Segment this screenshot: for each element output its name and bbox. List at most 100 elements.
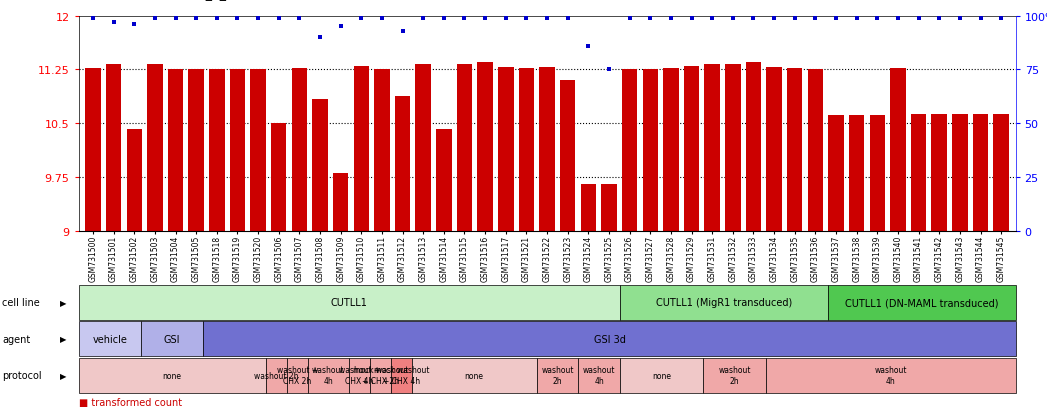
Text: CUTLL1 (DN-MAML transduced): CUTLL1 (DN-MAML transduced)	[845, 297, 999, 308]
Bar	[849, 115, 865, 231]
Text: washout
2h: washout 2h	[718, 366, 751, 385]
Bar	[622, 70, 638, 231]
Point	[476, 15, 493, 22]
Bar	[85, 69, 101, 231]
Point	[250, 15, 267, 22]
Point	[972, 15, 988, 22]
Point	[601, 67, 618, 74]
Point	[168, 15, 184, 22]
Text: CUTLL1: CUTLL1	[331, 297, 367, 308]
Point	[436, 15, 452, 22]
Bar	[726, 65, 740, 231]
Point	[725, 15, 741, 22]
Bar	[374, 70, 389, 231]
Bar	[127, 130, 142, 231]
Bar	[498, 68, 513, 231]
Point	[642, 15, 659, 22]
Point	[559, 15, 576, 22]
Point	[827, 15, 844, 22]
Bar	[437, 130, 451, 231]
Bar	[229, 69, 245, 231]
Bar	[911, 114, 927, 231]
Point	[208, 15, 225, 22]
Bar	[271, 124, 287, 231]
Point	[538, 15, 555, 22]
Point	[807, 15, 824, 22]
Point	[229, 15, 246, 22]
Bar	[952, 114, 967, 231]
Text: CUTLL1 (MigR1 transduced): CUTLL1 (MigR1 transduced)	[655, 297, 793, 308]
Point	[187, 15, 204, 22]
Point	[353, 15, 370, 22]
Point	[332, 24, 349, 31]
Point	[683, 15, 699, 22]
Text: none: none	[652, 371, 671, 380]
Text: ▶: ▶	[60, 371, 66, 380]
Bar	[395, 97, 410, 231]
Text: mock washout
+ CHX 4h: mock washout + CHX 4h	[374, 366, 429, 385]
Bar	[663, 69, 678, 231]
Bar	[601, 185, 617, 231]
Point	[848, 15, 865, 22]
Text: GSI 3d: GSI 3d	[594, 334, 625, 344]
Text: ■ transformed count: ■ transformed count	[79, 397, 181, 407]
Bar	[188, 70, 204, 231]
Bar	[148, 65, 162, 231]
Text: protocol: protocol	[2, 370, 42, 380]
Bar	[456, 65, 472, 231]
Point	[621, 15, 638, 22]
Bar	[787, 69, 802, 231]
Bar	[766, 68, 782, 231]
Bar	[209, 69, 224, 231]
Point	[395, 28, 411, 35]
Bar	[539, 68, 555, 231]
Text: none: none	[162, 371, 182, 380]
Bar	[168, 69, 183, 231]
Text: cell line: cell line	[2, 297, 40, 308]
Text: GSI: GSI	[164, 334, 180, 344]
Point	[312, 35, 329, 41]
Text: vehicle: vehicle	[92, 334, 127, 344]
Point	[745, 15, 762, 22]
Bar	[705, 65, 720, 231]
Bar	[684, 66, 699, 231]
Bar	[250, 70, 266, 231]
Text: washout
4h: washout 4h	[583, 366, 616, 385]
Bar	[477, 63, 493, 231]
Point	[952, 15, 968, 22]
Text: washout 2h: washout 2h	[254, 371, 298, 380]
Point	[147, 15, 163, 22]
Bar	[354, 66, 369, 231]
Bar	[745, 63, 761, 231]
Bar	[312, 100, 328, 231]
Point	[663, 15, 680, 22]
Bar	[973, 114, 988, 231]
Point	[704, 15, 720, 22]
Bar	[292, 69, 307, 231]
Text: washout +
CHX 2h: washout + CHX 2h	[276, 366, 318, 385]
Point	[291, 15, 308, 22]
Point	[106, 20, 122, 26]
Text: washout
4h: washout 4h	[874, 366, 907, 385]
Bar	[870, 115, 885, 231]
Bar	[416, 65, 431, 231]
Point	[765, 15, 782, 22]
Text: mock washout
+ CHX 2h: mock washout + CHX 2h	[353, 366, 408, 385]
Bar	[890, 69, 906, 231]
Text: ▶: ▶	[60, 298, 66, 307]
Point	[993, 15, 1009, 22]
Bar	[106, 65, 121, 231]
Point	[580, 43, 597, 50]
Point	[456, 15, 473, 22]
Point	[910, 15, 927, 22]
Bar	[994, 114, 1009, 231]
Text: ▶: ▶	[60, 335, 66, 343]
Point	[518, 15, 535, 22]
Bar	[581, 185, 596, 231]
Point	[890, 15, 907, 22]
Bar	[560, 81, 576, 231]
Point	[931, 15, 948, 22]
Point	[374, 15, 391, 22]
Point	[869, 15, 886, 22]
Text: agent: agent	[2, 334, 30, 344]
